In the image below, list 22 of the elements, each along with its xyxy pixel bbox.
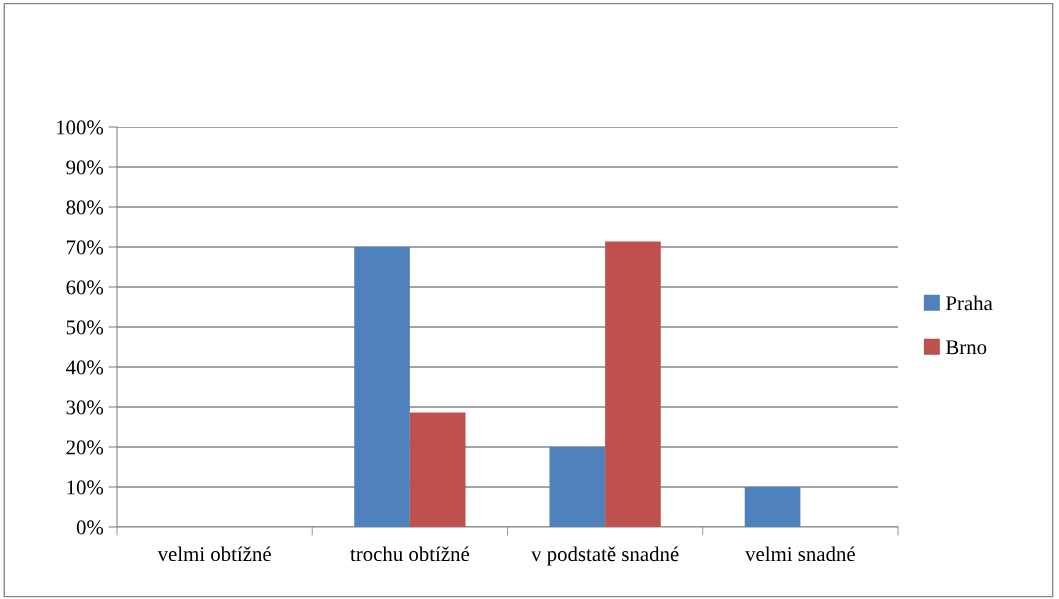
y-tick-label: 60% bbox=[66, 280, 104, 295]
bar bbox=[549, 447, 606, 527]
y-tick-label: 10% bbox=[67, 480, 104, 495]
y-tick-label: 80% bbox=[66, 200, 104, 215]
legend-label: Brno bbox=[945, 340, 987, 355]
y-tick-label: 20% bbox=[66, 440, 104, 455]
x-tick-label: velmi obtížné bbox=[157, 546, 271, 562]
y-tick-label: 40% bbox=[66, 360, 104, 375]
y-tick-label: 100% bbox=[57, 120, 104, 135]
y-tick-label: 50% bbox=[66, 320, 104, 335]
y-tick-label: 0% bbox=[76, 520, 104, 535]
bar bbox=[605, 241, 661, 527]
bar bbox=[409, 412, 466, 527]
bar bbox=[744, 487, 801, 527]
x-tick-label: v podstatě snadné bbox=[531, 546, 679, 566]
bar bbox=[354, 247, 410, 527]
y-tick-label: 70% bbox=[66, 240, 104, 255]
legend-label: Praha bbox=[945, 295, 993, 311]
x-tick-label: trochu obtížné bbox=[350, 546, 470, 562]
x-tick-label: velmi snadné bbox=[745, 546, 855, 562]
y-tick-label: 30% bbox=[66, 400, 104, 415]
y-tick-label: 90% bbox=[66, 160, 104, 175]
